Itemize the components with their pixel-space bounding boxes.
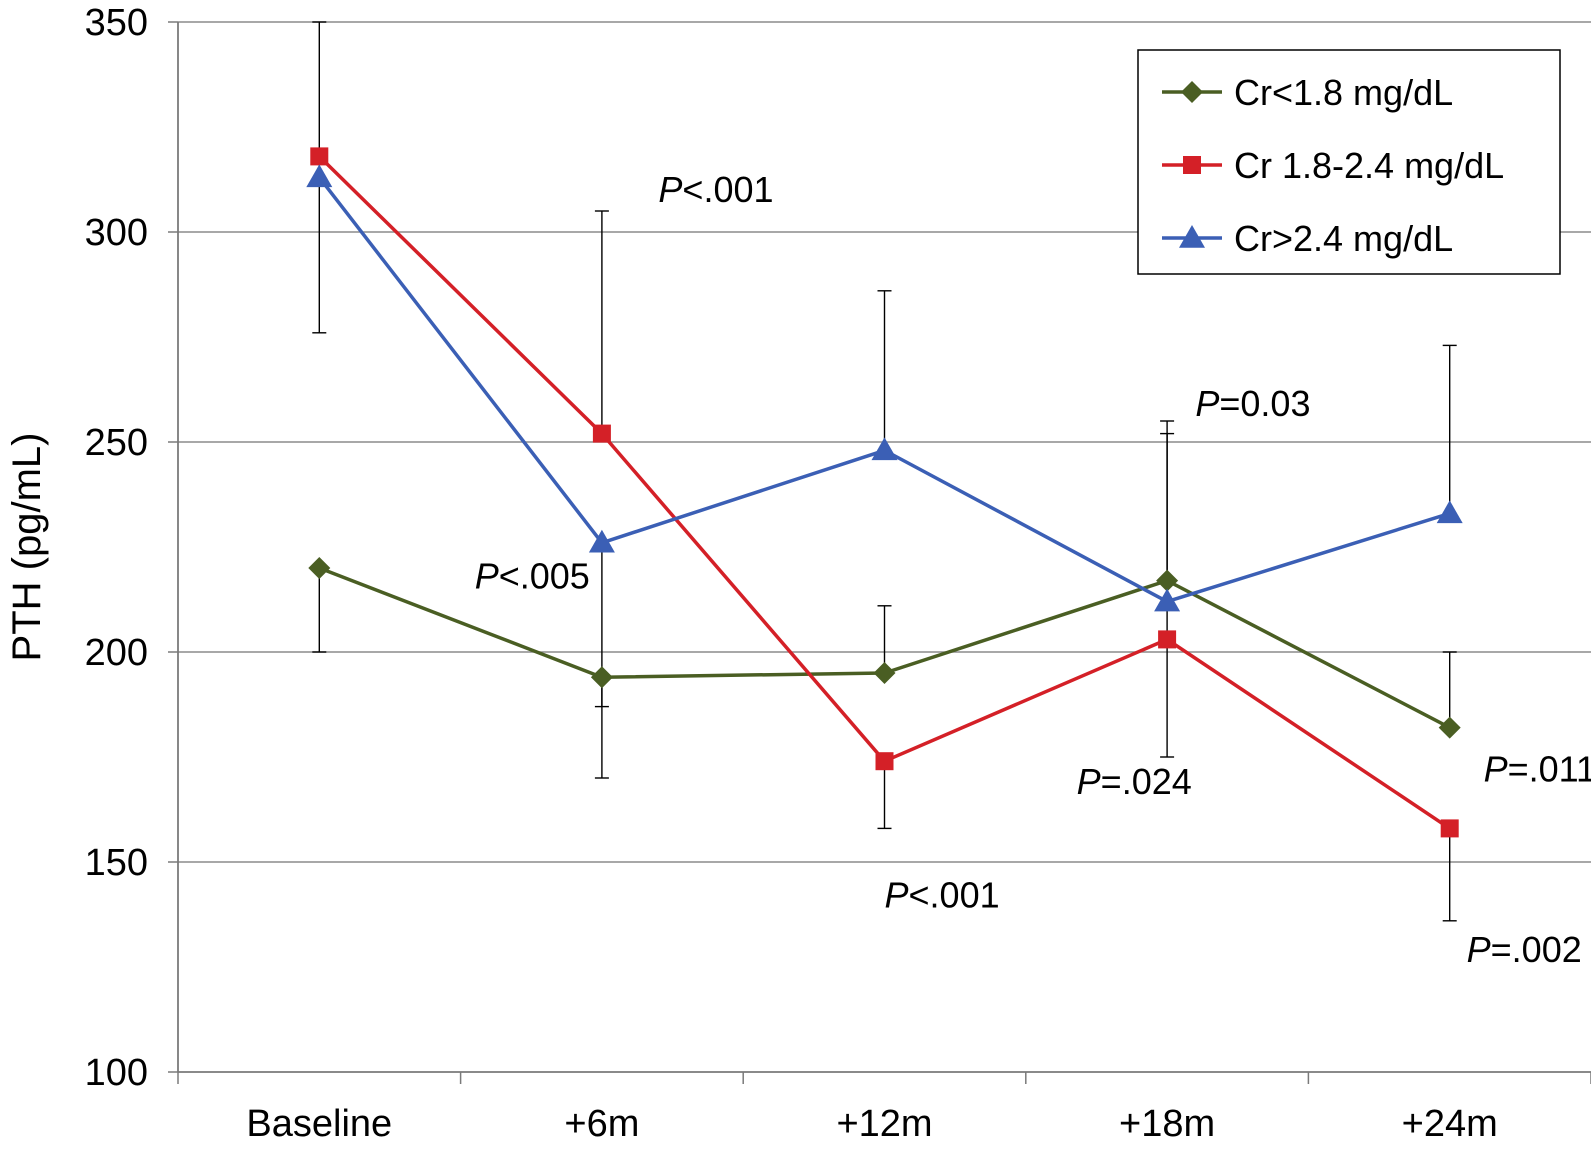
p-value-annotation: P<.005 — [475, 555, 590, 596]
x-tick-label: Baseline — [246, 1103, 392, 1145]
x-tick-label: +12m — [836, 1103, 932, 1145]
data-point-0 — [590, 666, 613, 689]
y-tick-label: 350 — [85, 2, 148, 44]
p-value-annotation: P=.024 — [1077, 761, 1192, 802]
x-tick-label: +24m — [1402, 1103, 1498, 1145]
p-value-annotations: P<.001 P<.005 P=0.03 P=.024 P<.001 P=.011 P=.0… — [475, 169, 1591, 970]
data-point-2 — [1154, 588, 1181, 612]
data-point-1 — [310, 147, 329, 166]
data-point-1 — [1158, 630, 1177, 649]
data-point-0 — [308, 557, 331, 579]
y-tick-label: 300 — [85, 212, 148, 254]
p-value-annotation: P=.002 — [1467, 929, 1582, 970]
y-tick-label: 100 — [85, 1052, 148, 1094]
data-point-0 — [1438, 716, 1461, 739]
axes: 100 150 200 250 300 350 Baseline +6m +12m +18m +24… — [5, 2, 1591, 1145]
data-point-2 — [1436, 500, 1463, 524]
p-value-annotation: P=.011 — [1484, 749, 1591, 790]
p-value-annotation: P<.001 — [658, 169, 773, 210]
data-point-2 — [588, 529, 615, 553]
y-axis-title: PTH (pg/mL) — [5, 433, 49, 662]
data-point-0 — [1156, 569, 1179, 592]
data-point-0 — [873, 662, 896, 684]
legend-marker-2 — [1179, 225, 1205, 248]
data-point-1 — [875, 752, 894, 771]
legend-marker-0 — [1181, 81, 1203, 103]
x-tick-label: +18m — [1119, 1103, 1215, 1145]
data-point-1 — [592, 424, 611, 443]
y-tick-label: 250 — [85, 422, 148, 464]
data-point-2 — [871, 437, 898, 461]
p-value-annotation: P<.001 — [885, 875, 1000, 916]
data-point-2 — [306, 164, 333, 188]
legend-label: Cr 1.8-2.4 mg/dL — [1234, 145, 1504, 186]
y-tick-label: 200 — [85, 632, 148, 674]
p-value-annotation: P=0.03 — [1195, 383, 1310, 424]
legend-label: Cr>2.4 mg/dL — [1234, 218, 1453, 259]
y-tick-label: 150 — [85, 842, 148, 884]
legend: Cr<1.8 mg/dL Cr 1.8-2.4 mg/dL Cr>2.4 mg/dL — [1137, 49, 1561, 275]
legend-label: Cr<1.8 mg/dL — [1234, 72, 1453, 113]
x-tick-label: +6m — [564, 1103, 639, 1145]
data-markers — [306, 147, 1463, 838]
legend-marker-1 — [1183, 156, 1201, 174]
data-point-1 — [1440, 819, 1459, 838]
